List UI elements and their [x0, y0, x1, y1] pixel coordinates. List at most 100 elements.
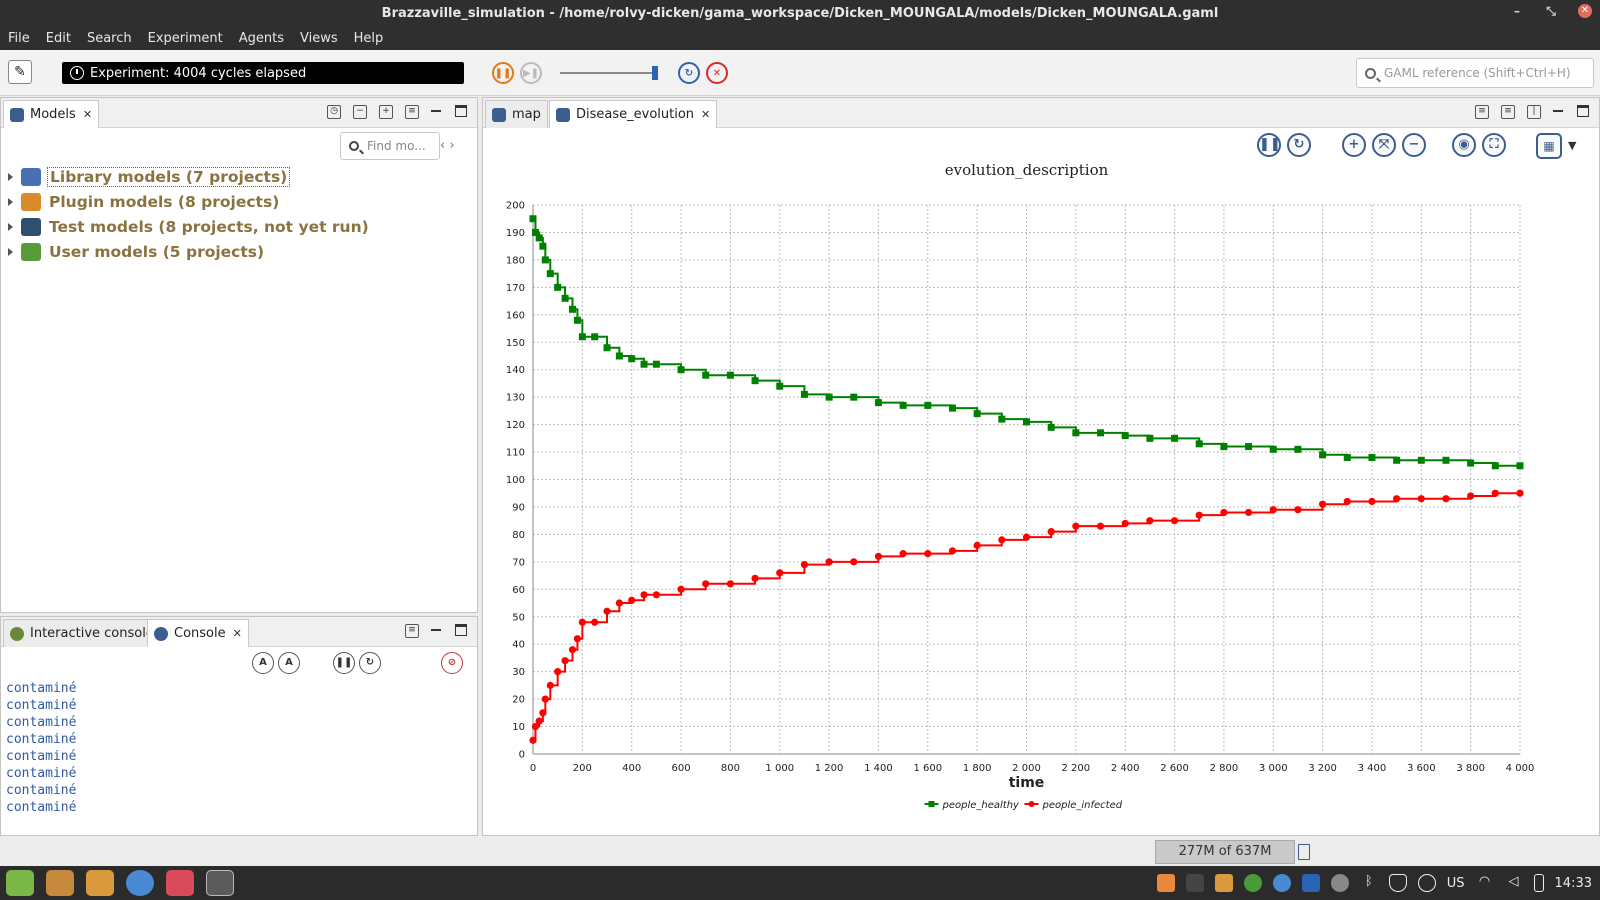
zoom-fit-icon[interactable]: ⤧	[1372, 133, 1396, 157]
fullscreen-icon[interactable]: ⛶	[1482, 133, 1506, 157]
file-manager-icon[interactable]	[46, 870, 74, 896]
increase-font-icon[interactable]: A	[252, 652, 274, 674]
tab-map[interactable]: map	[485, 100, 548, 128]
close-tab-icon[interactable]: ✕	[232, 627, 242, 640]
layout-side-icon[interactable]: |	[1527, 105, 1541, 119]
pause-chart-icon[interactable]: ❚❚	[1257, 133, 1281, 157]
taskbar: ᛒ US ◠ ◁ 14:33	[0, 866, 1600, 900]
gaml-reference-search[interactable]: GAML reference (Shift+Ctrl+H)	[1356, 58, 1594, 88]
update-icon[interactable]	[1417, 874, 1436, 892]
qgis-icon[interactable]	[1243, 874, 1262, 892]
minimize-pane-icon[interactable]	[1553, 105, 1565, 119]
menu-experiment[interactable]: Experiment	[147, 30, 223, 46]
shield-icon[interactable]	[1388, 874, 1407, 892]
close-tab-icon[interactable]: ✕	[701, 108, 711, 121]
data-point-people_healthy	[573, 316, 581, 324]
tree-item-test-models[interactable]: Test models (8 projects, not yet run)	[8, 214, 371, 239]
reload-button[interactable]: ↻	[678, 62, 700, 84]
tree-item-user-models[interactable]: User models (5 projects)	[8, 239, 371, 264]
memory-indicator[interactable]: 277M of 637M	[1155, 840, 1295, 864]
find-models-input[interactable]: Find mo...	[340, 132, 440, 160]
layout-bottom-icon[interactable]: ≡	[1501, 105, 1515, 119]
history-icon[interactable]: ◷	[327, 105, 341, 119]
speed-slider-thumb[interactable]	[652, 66, 658, 80]
app-icon[interactable]	[166, 870, 194, 896]
x-tick-label: 2 000	[1012, 763, 1041, 774]
speed-slider-track[interactable]	[560, 72, 656, 74]
expand-arrow-icon[interactable]	[8, 247, 13, 256]
menu-help[interactable]: Help	[353, 30, 384, 46]
terminal-icon[interactable]	[1185, 874, 1204, 892]
presentation-icon[interactable]: ▦	[1536, 133, 1562, 159]
layout-top-icon[interactable]: ≡	[1475, 105, 1489, 119]
expand-arrow-icon[interactable]	[8, 222, 13, 231]
edit-model-icon[interactable]: ✎	[8, 60, 32, 84]
maximize-pane-icon[interactable]	[455, 105, 467, 117]
collapse-all-icon[interactable]: −	[353, 105, 367, 119]
minimize-window-icon[interactable]: –	[1514, 4, 1520, 18]
minimize-pane-icon[interactable]	[431, 105, 443, 119]
menu-edit[interactable]: Edit	[45, 30, 71, 46]
tab-models[interactable]: Models ✕	[3, 100, 100, 128]
menu-agents[interactable]: Agents	[238, 30, 285, 46]
bluetooth-icon[interactable]: ᛒ	[1364, 874, 1373, 889]
data-point-people_healthy	[628, 355, 636, 363]
y-tick-label: 50	[512, 612, 525, 623]
chrome-icon[interactable]	[126, 870, 154, 896]
minimize-pane-icon[interactable]	[431, 624, 443, 638]
volume-icon[interactable]: ◁	[1508, 874, 1519, 889]
menu-search[interactable]: Search	[86, 30, 132, 46]
maximize-pane-icon[interactable]	[1577, 105, 1589, 117]
data-point-people_healthy	[546, 270, 554, 278]
refresh-console-icon[interactable]: ↻	[359, 652, 381, 674]
zoom-in-icon[interactable]: +	[1342, 133, 1366, 157]
menu-file[interactable]: File	[8, 30, 30, 46]
pause-button[interactable]: ❚❚	[492, 62, 514, 84]
close-window-icon[interactable]: ✕	[1578, 4, 1592, 18]
y-tick-label: 20	[512, 695, 525, 706]
battery-icon[interactable]	[1533, 874, 1544, 892]
expand-all-icon[interactable]: +	[379, 105, 393, 119]
gama-icon[interactable]	[206, 870, 234, 896]
x-tick-label: 3 000	[1259, 763, 1288, 774]
folder-icon[interactable]	[86, 870, 114, 896]
data-point-people_infected	[561, 657, 569, 665]
expand-arrow-icon[interactable]	[8, 172, 13, 181]
data-point-people_healthy	[726, 371, 734, 379]
tree-item-plugin-models[interactable]: Plugin models (8 projects)	[8, 189, 371, 214]
step-button[interactable]: ▶❚	[520, 62, 542, 84]
chevron-down-icon[interactable]: ▼	[1568, 139, 1577, 152]
tab-disease-evolution[interactable]: Disease_evolution ✕	[549, 100, 718, 128]
gama-icon[interactable]	[1330, 874, 1349, 892]
tab-interactive-console[interactable]: Interactive console	[3, 619, 161, 647]
menu-views[interactable]: Views	[300, 30, 338, 46]
expand-arrow-icon[interactable]	[8, 197, 13, 206]
restore-window-icon[interactable]: ⤡	[1546, 4, 1556, 18]
toggle-layout-icon[interactable]: ≡	[405, 105, 419, 119]
chrome-icon[interactable]	[1272, 874, 1291, 892]
decrease-font-icon[interactable]: A	[278, 652, 300, 674]
keyboard-layout[interactable]: US	[1446, 875, 1465, 891]
experiment-status[interactable]: Experiment: 4004 cycles elapsed	[62, 62, 464, 84]
pause-console-icon[interactable]: ❚❚	[333, 652, 355, 674]
tree-item-library-models[interactable]: Library models (7 projects)	[8, 164, 371, 189]
firefox-icon[interactable]	[1156, 874, 1175, 892]
clock[interactable]: 14:33	[1554, 875, 1592, 891]
close-tab-icon[interactable]: ✕	[82, 108, 93, 121]
ubuntu-software-icon[interactable]	[1301, 874, 1320, 892]
garbage-collect-icon[interactable]	[1298, 844, 1310, 860]
stop-button[interactable]: ✕	[706, 62, 728, 84]
y-tick-label: 10	[512, 722, 525, 733]
folder-icon[interactable]	[1214, 874, 1233, 892]
toggle-layout-icon[interactable]: ≡	[405, 624, 419, 638]
sync-chart-icon[interactable]: ↻	[1287, 133, 1311, 157]
data-point-people_healthy	[535, 234, 543, 242]
mint-menu-icon[interactable]	[6, 870, 34, 896]
tab-console[interactable]: Console ✕	[147, 619, 249, 647]
maximize-pane-icon[interactable]	[455, 624, 467, 636]
wifi-icon[interactable]: ◠	[1478, 874, 1491, 889]
zoom-out-icon[interactable]: −	[1402, 133, 1426, 157]
snapshot-icon[interactable]: ◉	[1452, 133, 1476, 157]
find-navigation-icon[interactable]: ‹ ›	[440, 138, 455, 153]
clear-console-icon[interactable]: ⊘	[441, 652, 463, 674]
